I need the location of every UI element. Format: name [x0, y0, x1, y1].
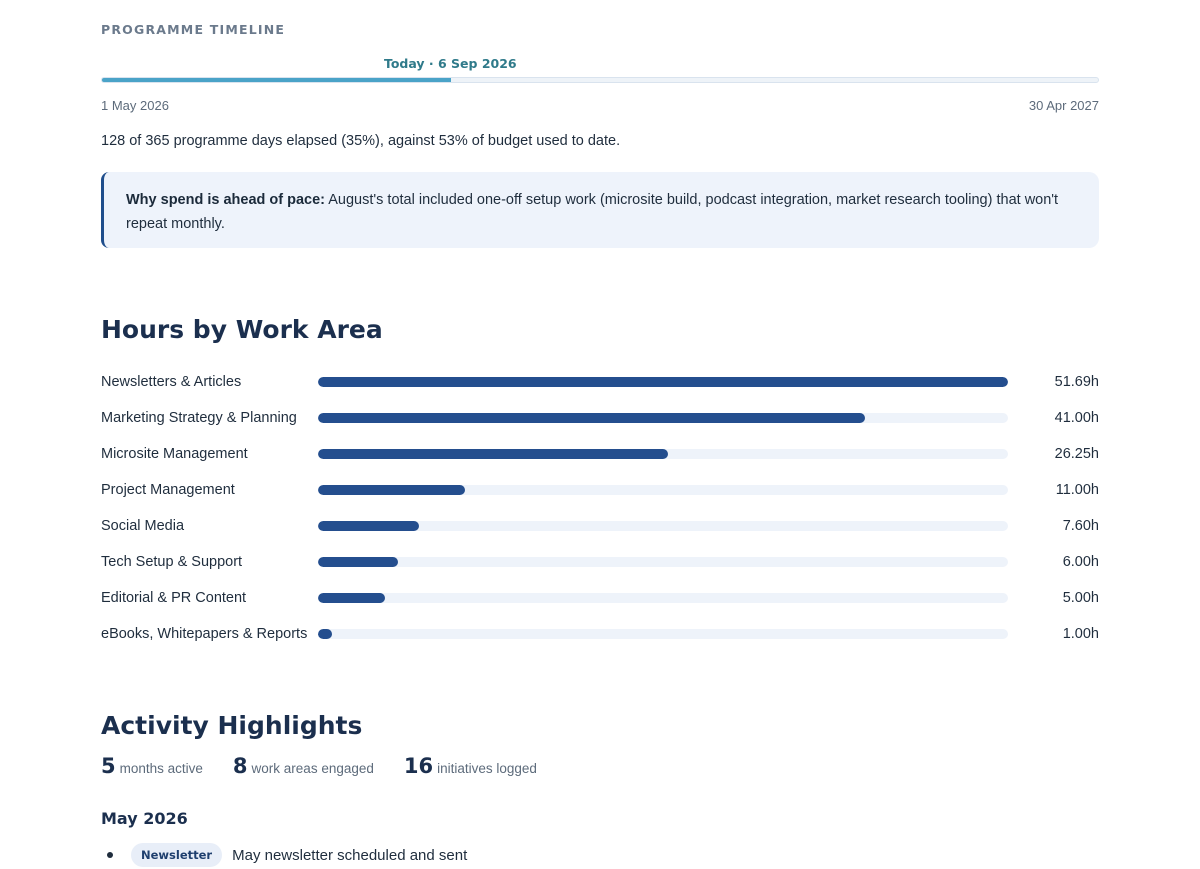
hours-bar-track — [318, 593, 1008, 603]
activity-month-heading: May 2026 — [101, 809, 188, 828]
hours-bar-row: Microsite Management 26.25h — [101, 444, 1099, 480]
hours-bar-fill — [318, 485, 465, 495]
today-marker-label: Today · 6 Sep 2026 — [383, 56, 517, 71]
hours-section-title: Hours by Work Area — [101, 315, 383, 344]
bullet-icon — [107, 852, 113, 858]
hours-bar-row: Marketing Strategy & Planning 41.00h — [101, 408, 1099, 444]
hours-bar-track — [318, 557, 1008, 567]
hours-bar-value: 6.00h — [1062, 554, 1099, 570]
hours-bar-row: eBooks, Whitepapers & Reports 1.00h — [101, 624, 1099, 660]
stat-months: 5 months active — [101, 754, 203, 778]
stat-months-number: 5 — [101, 754, 116, 778]
stat-initiatives-label: initiatives logged — [437, 761, 537, 776]
hours-bar-label: Newsletters & Articles — [101, 374, 242, 390]
hours-bar-value: 51.69h — [1054, 374, 1099, 390]
hours-bar-value: 5.00h — [1062, 590, 1099, 606]
hours-bar-track — [318, 629, 1008, 639]
callout-heading: Why spend is ahead of pace: — [126, 192, 326, 208]
hours-bar-label: Microsite Management — [101, 446, 248, 462]
stat-work-areas: 8 work areas engaged — [233, 754, 374, 778]
hours-bar-label: Marketing Strategy & Planning — [101, 410, 297, 426]
callout-text: August's total included one-off setup wo… — [126, 192, 1059, 232]
timeline-end-date: 30 Apr 2027 — [1028, 98, 1099, 113]
timeline-progress-fill — [102, 78, 451, 82]
hours-bar-track — [318, 413, 1008, 423]
hours-bar-label: Tech Setup & Support — [101, 554, 243, 570]
hours-bar-fill — [318, 521, 420, 531]
hours-bar-track — [318, 485, 1008, 495]
hours-bar-row: Newsletters & Articles 51.69h — [101, 372, 1099, 408]
stat-work-areas-number: 8 — [232, 754, 248, 778]
activity-section-title: Activity Highlights — [101, 711, 363, 740]
hours-bar-value: 7.60h — [1062, 518, 1099, 534]
hours-bar-label: Project Management — [101, 482, 235, 498]
hours-bar-fill — [318, 557, 399, 567]
hours-bar-value: 11.00h — [1055, 482, 1099, 498]
hours-bar-value: 1.00h — [1062, 626, 1099, 642]
spend-callout: Why spend is ahead of pace: August's tot… — [101, 172, 1099, 248]
hours-bar-row: Tech Setup & Support 6.00h — [101, 552, 1099, 588]
activity-list-item: Newsletter May newsletter scheduled and … — [107, 843, 467, 867]
hours-bar-row: Editorial & PR Content 5.00h — [101, 588, 1099, 624]
timeline-eyebrow: PROGRAMME TIMELINE — [101, 22, 286, 37]
hours-bar-track — [318, 521, 1008, 531]
hours-bar-track — [318, 377, 1008, 387]
hours-bar-fill — [318, 413, 866, 423]
hours-bar-track — [318, 449, 1008, 459]
stat-months-label: months active — [119, 761, 203, 776]
stat-work-areas-label: work areas engaged — [251, 761, 374, 776]
hours-bar-value: 26.25h — [1054, 446, 1099, 462]
hours-bar-value: 41.00h — [1054, 410, 1099, 426]
hours-bar-fill — [318, 377, 1008, 387]
hours-bar-row: Project Management 11.00h — [101, 480, 1099, 516]
stat-initiatives: 16 initiatives logged — [404, 754, 537, 778]
timeline-summary: 128 of 365 programme days elapsed (35%),… — [101, 133, 621, 149]
activity-category-tag: Newsletter — [131, 843, 223, 867]
hours-bar-row: Social Media 7.60h — [101, 516, 1099, 552]
hours-bar-label: eBooks, Whitepapers & Reports — [101, 626, 308, 642]
hours-bar-fill — [318, 449, 669, 459]
activity-stats: 5 months active 8 work areas engaged 16 … — [101, 754, 537, 778]
timeline-start-date: 1 May 2026 — [101, 98, 169, 113]
activity-item-text: May newsletter scheduled and sent — [232, 846, 468, 864]
hours-bar-fill — [318, 629, 332, 639]
hours-bar-fill — [318, 593, 385, 603]
hours-bar-label: Social Media — [101, 518, 185, 534]
timeline-progress-track — [101, 77, 1099, 83]
hours-bar-label: Editorial & PR Content — [101, 590, 247, 606]
hours-bar-list: Newsletters & Articles 51.69h Marketing St… — [101, 372, 1099, 660]
stat-initiatives-number: 16 — [403, 754, 434, 778]
